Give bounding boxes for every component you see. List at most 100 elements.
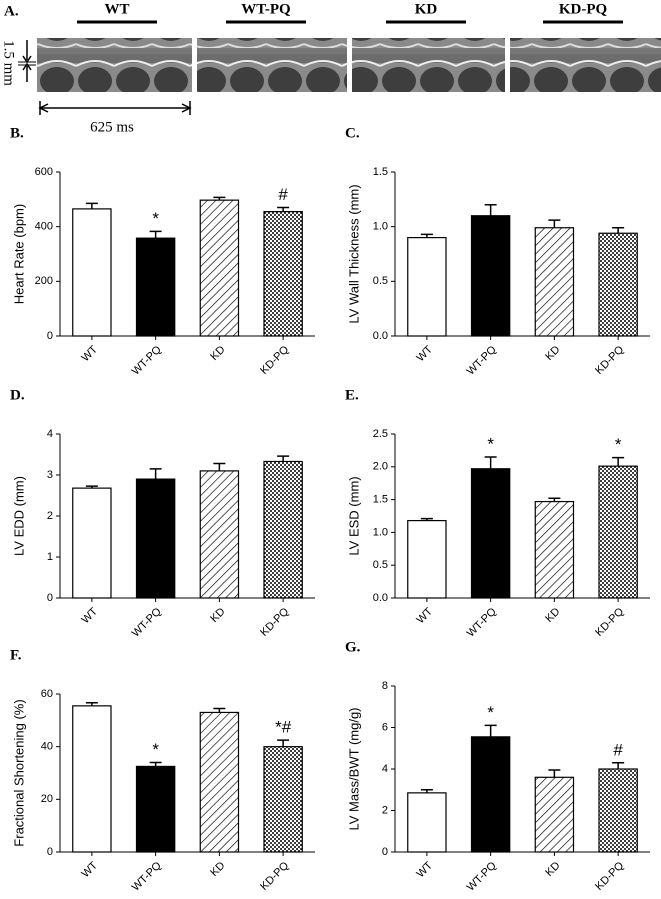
y-axis-label: LV EDD (mm): [11, 476, 26, 556]
bar: [407, 519, 447, 599]
echo-image: [352, 38, 505, 92]
bar: [534, 500, 575, 599]
group-label: WT: [104, 1, 129, 17]
x-tick-label: KD: [543, 860, 562, 879]
y-tick-label: 4: [382, 763, 388, 775]
error-bar: [85, 485, 98, 489]
x-tick-label: KD: [543, 344, 562, 363]
error-bar: [277, 455, 290, 462]
y-axis-label: LV Mass/BWT (mg/g): [346, 707, 361, 830]
y-tick-label: 1.0: [373, 526, 388, 538]
error-bar: [484, 724, 497, 737]
x-tick-label: KD: [208, 344, 227, 363]
y-axis-label: Fractional Shortening (%): [11, 699, 26, 846]
x-tick-label: WT: [79, 605, 100, 626]
x-tick-label: KD-PQ: [258, 343, 291, 376]
x-tick-label: WT: [79, 343, 100, 364]
error-bar: [149, 230, 162, 239]
error-bar: [420, 233, 433, 238]
scale-label: 1.5 mm: [1, 40, 17, 86]
x-tick-label: KD-PQ: [593, 343, 626, 376]
error-bar: [420, 789, 433, 793]
echo-image: [197, 38, 347, 92]
y-tick-label: 60: [41, 688, 53, 700]
y-tick-label: 20: [41, 793, 53, 805]
bar: [199, 470, 240, 599]
y-tick-label: 0.5: [373, 275, 388, 287]
error-bar: [149, 761, 162, 767]
x-tick-label: KD-PQ: [258, 859, 291, 892]
y-tick-label: 600: [35, 166, 53, 178]
y-tick-label: 0.0: [373, 592, 388, 604]
bar: [407, 237, 447, 337]
y-tick-label: 1.5: [373, 494, 388, 506]
error-bar: [149, 468, 162, 480]
x-tick-label: KD: [208, 860, 227, 879]
x-tick-label: KD: [543, 606, 562, 625]
error-bar: [612, 227, 625, 234]
y-tick-label: 200: [35, 275, 53, 287]
error-bar: [548, 219, 561, 228]
group-label: WT-PQ: [241, 1, 291, 17]
y-tick-label: 6: [382, 721, 388, 733]
y-tick-label: 0: [47, 330, 53, 342]
error-bar: [484, 204, 497, 216]
x-tick-label: KD-PQ: [593, 605, 626, 638]
significance-label: #: [278, 185, 288, 204]
x-tick-label: WT-PQ: [130, 605, 164, 639]
y-tick-label: 1.5: [373, 166, 388, 178]
y-tick-label: 0.0: [373, 330, 388, 342]
significance-label: *: [152, 740, 159, 759]
x-tick-label: KD-PQ: [258, 605, 291, 638]
bar: [199, 199, 240, 337]
y-tick-label: 0: [47, 592, 53, 604]
x-tick-label: WT-PQ: [130, 859, 164, 893]
bar: [534, 227, 575, 337]
bar: [534, 776, 575, 853]
bar: [135, 765, 176, 853]
echo-images: [37, 38, 661, 92]
bar: [199, 711, 240, 853]
x-tick-label: WT-PQ: [465, 343, 499, 377]
y-tick-label: 2.5: [373, 428, 388, 440]
error-bar: [85, 202, 98, 209]
x-tick-label: WT-PQ: [465, 605, 499, 639]
significance-label: #: [613, 740, 623, 759]
group-label: KD-PQ: [559, 1, 608, 17]
panel-letter: B.: [10, 125, 24, 141]
panel-letter: F.: [10, 647, 22, 663]
error-bar: [213, 462, 226, 471]
bar: [72, 705, 112, 853]
panel-letter: A.: [4, 3, 19, 19]
x-tick-label: KD-PQ: [593, 859, 626, 892]
y-tick-label: 4: [47, 428, 53, 440]
bar: [72, 208, 112, 337]
group-label: KD: [415, 1, 438, 17]
y-axis-label: Heart Rate (bpm): [11, 204, 26, 304]
bar: [263, 211, 303, 337]
bar: [598, 232, 638, 337]
error-bar: [213, 196, 226, 201]
echo-image: [37, 38, 192, 92]
error-bar: [277, 206, 290, 212]
y-tick-label: 0.5: [373, 559, 388, 571]
panel-letter: C.: [345, 125, 360, 141]
bar: [263, 460, 303, 599]
error-bar: [277, 739, 290, 747]
x-tick-label: KD: [208, 606, 227, 625]
panel-letter: G.: [345, 639, 361, 655]
error-bar: [612, 456, 625, 467]
bar: [470, 468, 511, 599]
error-bar: [548, 769, 561, 778]
panel-letter: D.: [10, 387, 25, 403]
x-tick-label: WT-PQ: [465, 859, 499, 893]
significance-label: *: [152, 209, 159, 228]
error-bar: [484, 456, 497, 469]
y-tick-label: 1.0: [373, 221, 388, 233]
bar: [135, 237, 176, 337]
bar: [470, 215, 511, 337]
bar: [72, 487, 112, 599]
x-tick-label: WT-PQ: [130, 343, 164, 377]
